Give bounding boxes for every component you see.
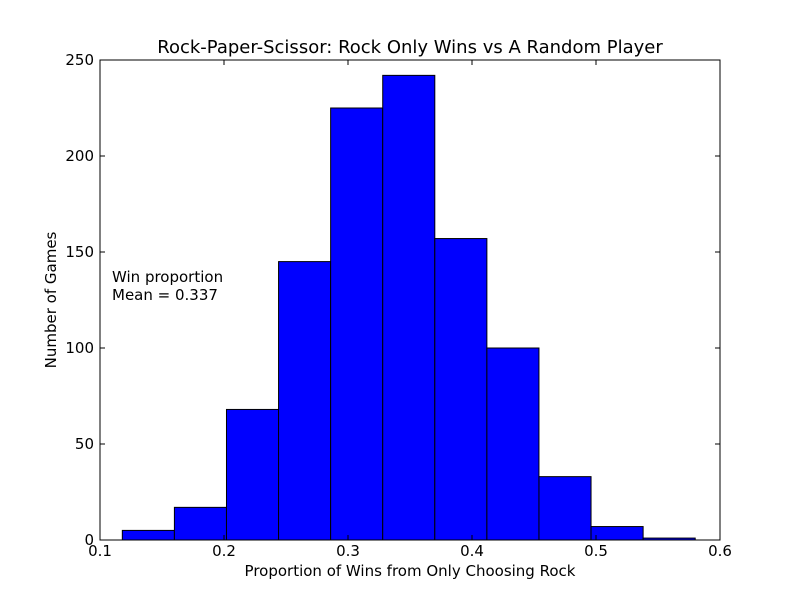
annotation-line2: Mean = 0.337 <box>112 286 218 304</box>
histogram-bar-7 <box>434 238 488 541</box>
x-tick-label: 0.2 <box>212 542 236 560</box>
annotation-line1: Win proportion <box>112 268 223 286</box>
histogram-bar-4 <box>278 261 332 541</box>
chart-title: Rock-Paper-Scissor: Rock Only Wins vs A … <box>157 37 663 58</box>
y-tick-label: 100 <box>65 339 94 357</box>
y-tick-label: 150 <box>65 243 94 261</box>
x-axis-label: Proportion of Wins from Only Choosing Ro… <box>245 562 576 580</box>
y-tick-label: 250 <box>65 51 94 69</box>
x-tick-label: 0.1 <box>88 542 112 560</box>
bars-group <box>121 74 696 541</box>
histogram-bar-3 <box>225 408 280 541</box>
histogram-bar-8 <box>486 347 540 541</box>
y-tick-label: 0 <box>84 531 94 549</box>
y-axis-label: Number of Games <box>42 231 60 368</box>
y-tick-label: 200 <box>65 147 94 165</box>
x-tick-label: 0.5 <box>584 542 608 560</box>
histogram-bar-9 <box>538 476 592 541</box>
histogram-bar-6 <box>382 74 436 541</box>
x-tick-label: 0.4 <box>460 542 484 560</box>
axis-ticks: 0.1 0.2 0.3 0.4 0.5 0.6 0 50 100 150 200 250 <box>65 51 732 560</box>
histogram-bar-5 <box>330 107 384 541</box>
x-tick-label: 0.6 <box>708 542 732 560</box>
x-tick-label: 0.3 <box>336 542 360 560</box>
plot-frame <box>99 59 721 541</box>
histogram-bar-10 <box>590 526 644 541</box>
histogram-bar-2 <box>173 506 227 541</box>
histogram-bar-1 <box>121 529 175 541</box>
y-tick-label: 50 <box>75 435 94 453</box>
